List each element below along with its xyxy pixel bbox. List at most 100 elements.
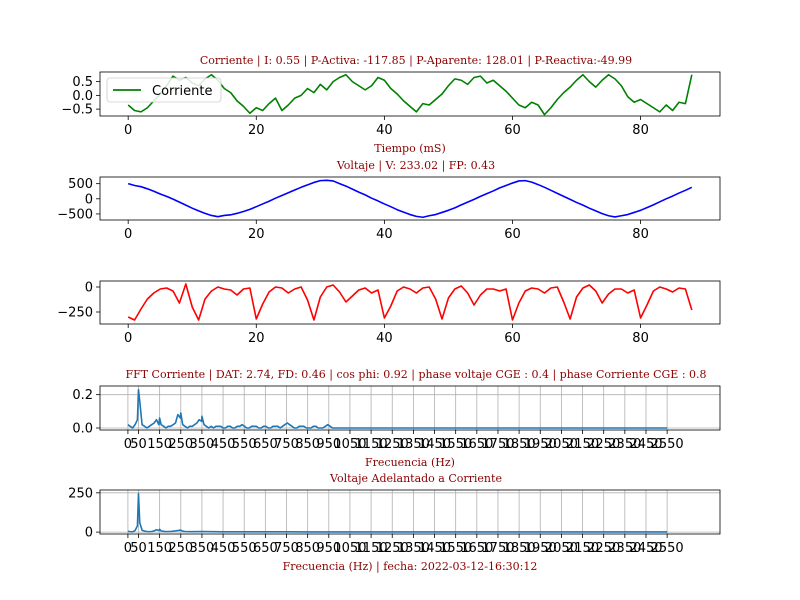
y-tick-label: 0.2 xyxy=(72,388,93,403)
x-tick-label: 2350 xyxy=(608,541,641,556)
chart-title: Voltaje Adelantado a Corriente xyxy=(329,472,502,485)
x-tick-label: 2050 xyxy=(545,541,578,556)
x-tick-label: 2150 xyxy=(566,437,599,452)
axes-frame xyxy=(99,280,721,325)
x-tick-label: 1850 xyxy=(503,437,536,452)
y-tick-label: 0.5 xyxy=(72,75,93,90)
x-tick-label: 0 xyxy=(124,541,132,556)
y-tick-label: −250 xyxy=(57,306,93,321)
x-tick-label: 1050 xyxy=(333,437,366,452)
y-tick-label: −500 xyxy=(57,207,93,222)
legend-box xyxy=(106,77,222,103)
subplot-fft_corriente: 050 1502503504505506507508509501050115012… xyxy=(72,368,721,469)
x-tick-label: 0 xyxy=(124,123,132,138)
x-tick-label: 1650 xyxy=(460,541,493,556)
x-tick-label: 250 xyxy=(168,541,193,556)
x-tick-label: 1750 xyxy=(481,541,514,556)
axes-frame xyxy=(99,385,721,431)
legend: Corriente xyxy=(106,77,222,103)
x-tick-label: 1150 xyxy=(355,541,388,556)
y-tick-label: 500 xyxy=(68,177,93,192)
x-tick-label: 350 xyxy=(190,437,215,452)
x-tick-label: 60 xyxy=(504,227,521,242)
x-tick-label: 2250 xyxy=(587,437,620,452)
x-tick-label: 80 xyxy=(632,123,649,138)
x-axis-label: Tiempo (mS) xyxy=(374,142,446,155)
x-tick-label: 20 xyxy=(248,331,265,346)
axes-frame xyxy=(99,71,721,117)
x-axis-label: Frecuencia (Hz) xyxy=(365,456,455,469)
x-axis-label: Frecuencia (Hz) | fecha: 2022-03-12-16:3… xyxy=(283,560,538,574)
x-tick-label: 450 xyxy=(211,437,236,452)
x-tick-label: 1550 xyxy=(439,437,472,452)
x-tick-label: 1850 xyxy=(503,541,536,556)
y-tick-label: −0.5 xyxy=(61,103,93,118)
axes-frame xyxy=(99,489,721,535)
series-line-voltaje-0 xyxy=(127,179,693,219)
x-tick-label: 2550 xyxy=(651,541,684,556)
x-tick-label: 60 xyxy=(504,331,521,346)
x-tick-label: 950 xyxy=(316,541,341,556)
x-tick-label: 650 xyxy=(253,541,278,556)
x-tick-label: 2150 xyxy=(566,541,599,556)
x-tick-label: 750 xyxy=(274,437,299,452)
x-tick-label: 150 xyxy=(147,437,172,452)
x-tick-label: 550 xyxy=(232,541,257,556)
x-tick-label: 0 xyxy=(124,437,132,452)
x-tick-label: 1950 xyxy=(524,437,557,452)
y-tick-label: 0 xyxy=(85,192,93,207)
chart-title: FFT Corriente | DAT: 2.74, FD: 0.46 | co… xyxy=(125,368,706,382)
series-line-corriente-0 xyxy=(127,73,693,116)
y-tick-label: 0.0 xyxy=(72,422,93,437)
x-tick-label: 80 xyxy=(632,331,649,346)
x-tick-label: 50 xyxy=(130,541,147,556)
y-tick-label: 250 xyxy=(68,486,93,501)
x-tick-label: 350 xyxy=(190,541,215,556)
x-tick-label: 60 xyxy=(504,123,521,138)
x-tick-label: 950 xyxy=(316,437,341,452)
x-tick-label: 1050 xyxy=(333,541,366,556)
x-tick-label: 2450 xyxy=(629,541,662,556)
subplot-corriente: 0 20 40 60 80 0.50.0−0.5 Corriente | I: 0.55 |… xyxy=(61,54,721,155)
x-tick-label: 850 xyxy=(295,437,320,452)
x-tick-label: 1250 xyxy=(376,541,409,556)
x-tick-label: 750 xyxy=(274,541,299,556)
x-tick-label: 2550 xyxy=(651,437,684,452)
chart-title: Voltaje | V: 233.02 | FP: 0.43 xyxy=(336,159,495,173)
x-tick-label: 150 xyxy=(147,541,172,556)
x-tick-label: 250 xyxy=(168,437,193,452)
subplot-fft_voltaje: 050 1502503504505506507508509501050115012… xyxy=(68,472,721,574)
x-tick-label: 2250 xyxy=(587,541,620,556)
series-line-fft_voltaje-0 xyxy=(127,492,668,533)
x-tick-label: 0 xyxy=(124,227,132,242)
subplot-tercera: 0 20 40 60 80 0 −250 xyxy=(57,280,721,346)
chart-title: Corriente | I: 0.55 | P-Activa: -117.85 … xyxy=(200,54,632,68)
x-tick-label: 50 xyxy=(130,437,147,452)
x-tick-label: 40 xyxy=(376,227,393,242)
x-tick-label: 2450 xyxy=(629,437,662,452)
x-tick-label: 550 xyxy=(232,437,257,452)
x-tick-label: 2350 xyxy=(608,437,641,452)
series-line-tercera-0 xyxy=(127,283,693,321)
x-tick-label: 20 xyxy=(248,123,265,138)
x-tick-label: 0 xyxy=(124,331,132,346)
x-tick-label: 2050 xyxy=(545,437,578,452)
x-tick-label: 650 xyxy=(253,437,278,452)
y-tick-label: 0 xyxy=(85,281,93,296)
x-tick-label: 20 xyxy=(248,227,265,242)
x-tick-label: 40 xyxy=(376,331,393,346)
axes-frame xyxy=(99,176,721,221)
x-tick-label: 40 xyxy=(376,123,393,138)
x-tick-label: 1450 xyxy=(418,541,451,556)
x-tick-label: 1550 xyxy=(439,541,472,556)
x-tick-label: 1950 xyxy=(524,541,557,556)
legend-label: Corriente xyxy=(152,84,212,99)
x-tick-label: 1650 xyxy=(460,437,493,452)
y-tick-label: 0 xyxy=(85,526,93,541)
y-tick-label: 0.0 xyxy=(72,89,93,104)
x-tick-label: 450 xyxy=(211,541,236,556)
x-tick-label: 1150 xyxy=(355,437,388,452)
x-tick-label: 1350 xyxy=(397,437,430,452)
x-tick-label: 1250 xyxy=(376,437,409,452)
